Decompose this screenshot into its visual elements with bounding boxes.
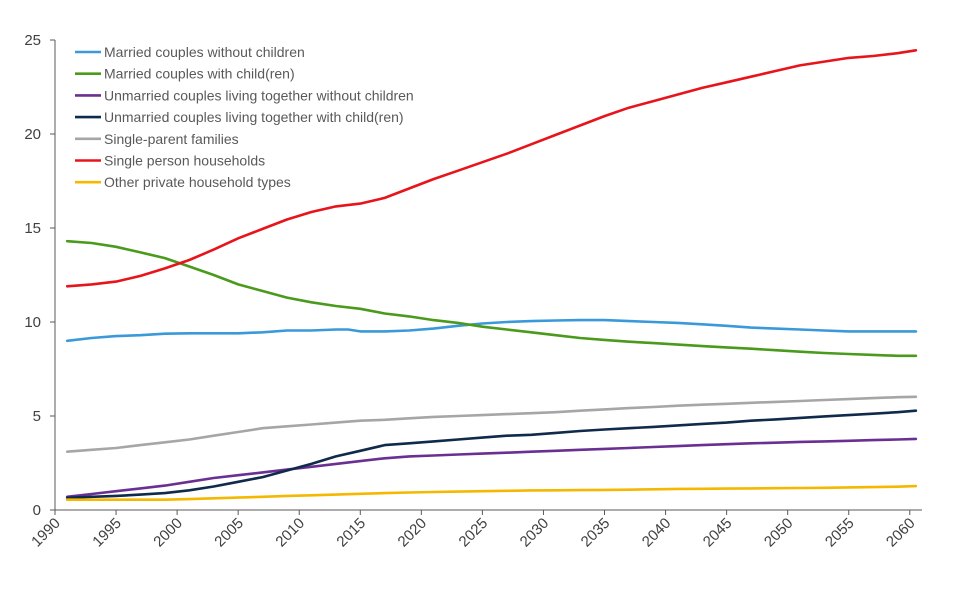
series-line-7	[65, 484, 918, 501]
series-lines	[65, 49, 918, 501]
legend-label: Other private household types	[104, 174, 291, 190]
x-tick-label: 2000	[150, 515, 186, 551]
legend-item: Married couples with child(ren)	[75, 66, 295, 82]
series-line-6	[65, 49, 918, 288]
series-line-4	[65, 409, 918, 500]
y-tick-label: 0	[33, 502, 41, 519]
x-tick-label: 1995	[89, 515, 125, 551]
series-line-2	[65, 239, 918, 358]
legend-label: Married couples with child(ren)	[104, 66, 295, 82]
y-tick-label: 15	[24, 220, 41, 237]
x-tick-label: 2010	[272, 515, 308, 551]
x-tick-label: 2060	[883, 515, 919, 551]
x-tick-label: 2005	[211, 515, 247, 551]
legend-label: Single-parent families	[104, 131, 239, 147]
legend-label: Unmarried couples living together with c…	[104, 109, 404, 125]
legend-item: Single person households	[75, 153, 265, 169]
x-tick-label: 2040	[639, 515, 675, 551]
y-tick-label: 5	[33, 408, 41, 425]
series-line-3	[65, 437, 918, 499]
x-tick-label: 1990	[28, 515, 64, 551]
x-tick-label: 2030	[517, 515, 553, 551]
x-tick-label: 2020	[395, 515, 431, 551]
y-tick-label: 25	[24, 32, 41, 49]
legend-item: Unmarried couples living together with c…	[75, 109, 404, 125]
x-tick-label: 2045	[700, 515, 736, 551]
x-tick-label: 2050	[761, 515, 797, 551]
y-tick-label: 20	[24, 126, 41, 143]
legend-item: Single-parent families	[75, 131, 239, 147]
series-line-1	[65, 318, 918, 343]
legend-label: Married couples without children	[104, 44, 305, 60]
x-tick-label: 2035	[578, 515, 614, 551]
legend-item: Married couples without children	[75, 44, 305, 60]
x-tick-label: 2055	[822, 515, 858, 551]
legend-label: Unmarried couples living together withou…	[104, 87, 414, 103]
legend-label: Single person households	[104, 153, 265, 169]
legend-item: Other private household types	[75, 174, 291, 190]
series-line-5	[65, 395, 918, 453]
legend-item: Unmarried couples living together withou…	[75, 87, 414, 103]
legend: Married couples without children Married …	[75, 44, 414, 190]
x-tick-label: 2015	[333, 515, 369, 551]
y-tick-label: 10	[24, 314, 41, 331]
x-tick-label: 2025	[456, 515, 492, 551]
